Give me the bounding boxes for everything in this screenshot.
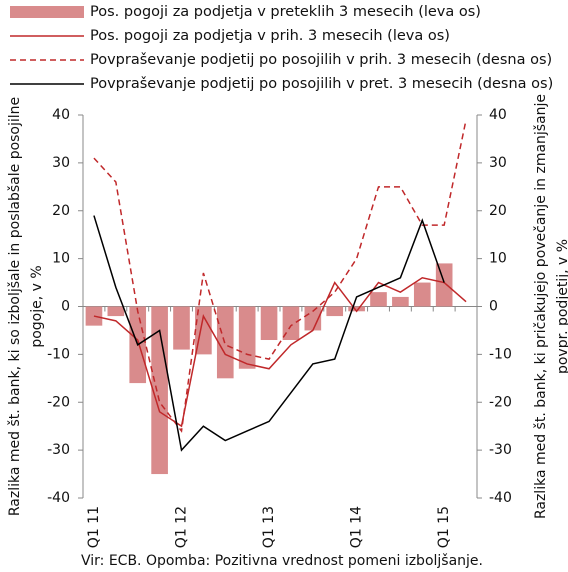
y2-tick-label: 30 bbox=[489, 155, 507, 171]
legend-label: Povpraševanje podjetij po posojilih v pr… bbox=[90, 52, 552, 68]
bar bbox=[348, 306, 365, 312]
line bbox=[93, 119, 467, 433]
y2-tick-label: -10 bbox=[489, 346, 512, 362]
line bbox=[93, 276, 467, 428]
source-note: Vir: ECB. Opomba: Pozitivna vrednost pom… bbox=[81, 553, 483, 569]
y2-tick-label: 10 bbox=[489, 251, 507, 267]
y-tick-label: 40 bbox=[52, 107, 70, 123]
bar bbox=[238, 306, 256, 369]
bar bbox=[173, 306, 190, 350]
bar bbox=[260, 306, 278, 341]
y-tick-label: -30 bbox=[47, 442, 70, 458]
bar bbox=[326, 306, 344, 317]
y-tick-label: -10 bbox=[47, 346, 70, 362]
x-tick-label: Q1 15 bbox=[436, 506, 452, 548]
y-tick-label: -40 bbox=[47, 490, 70, 506]
y2-axis-label: Razlika med št. bank, ki pričakujejo pov… bbox=[533, 94, 549, 519]
bar bbox=[370, 292, 387, 307]
x-tick-label: Q1 12 bbox=[174, 506, 190, 548]
bar bbox=[392, 296, 409, 307]
y-axis-label: Razlika med št. bank, ki so izboljšale i… bbox=[7, 97, 23, 516]
y2-tick-label: -20 bbox=[489, 394, 512, 410]
y2-tick-label: 20 bbox=[489, 203, 507, 219]
y-axis-label: pogoje, v % bbox=[29, 265, 45, 347]
line bbox=[93, 215, 445, 452]
y-tick-label: 20 bbox=[52, 203, 70, 219]
bar bbox=[151, 306, 168, 475]
y-tick-label: 10 bbox=[52, 251, 70, 267]
bar bbox=[304, 306, 322, 331]
y2-tick-label: 0 bbox=[489, 299, 498, 315]
bar bbox=[282, 306, 300, 341]
bar bbox=[107, 306, 125, 317]
y2-tick-label: -40 bbox=[489, 490, 512, 506]
bar bbox=[413, 282, 431, 307]
x-tick-label: Q1 11 bbox=[86, 506, 102, 548]
y2-tick-label: -30 bbox=[489, 442, 512, 458]
legend-label: Povpraševanje podjetij po posojilih v pr… bbox=[90, 76, 553, 92]
y-tick-label: 0 bbox=[61, 299, 70, 315]
legend-swatch bbox=[10, 6, 84, 18]
legend-label: Pos. pogoji za podjetja v preteklih 3 me… bbox=[90, 4, 481, 20]
bar bbox=[435, 263, 453, 307]
x-tick-label: Q1 14 bbox=[349, 506, 365, 548]
y2-axis-label: povpr. podjetij, v % bbox=[555, 239, 568, 374]
y2-tick-label: 40 bbox=[489, 107, 507, 123]
x-tick-label: Q1 13 bbox=[261, 506, 277, 548]
bar bbox=[195, 306, 212, 355]
legend-label: Pos. pogoji za podjetja v prih. 3 meseci… bbox=[90, 28, 450, 44]
y-tick-label: -20 bbox=[47, 394, 70, 410]
y-tick-label: 30 bbox=[52, 155, 70, 171]
